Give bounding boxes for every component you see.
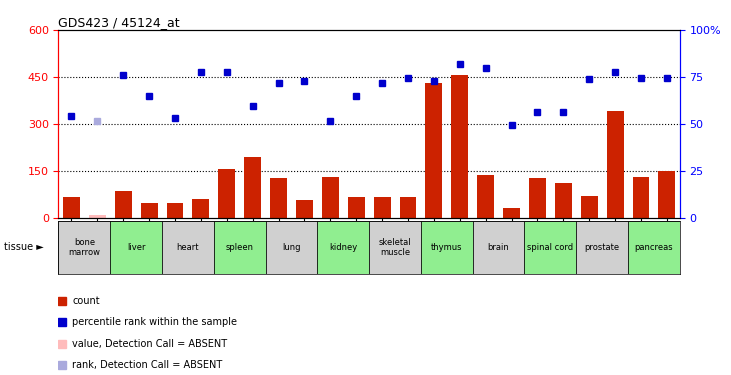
Bar: [400, 197, 417, 217]
Text: percentile rank within the sample: percentile rank within the sample: [72, 317, 237, 327]
Text: brain: brain: [488, 243, 510, 252]
Bar: [348, 197, 365, 217]
Bar: [162, 221, 213, 274]
Bar: [244, 157, 261, 218]
Bar: [628, 221, 680, 274]
Bar: [270, 178, 287, 218]
Text: GDS423 / 45124_at: GDS423 / 45124_at: [58, 16, 180, 29]
Bar: [451, 75, 468, 217]
Text: tissue ►: tissue ►: [4, 243, 43, 252]
Bar: [473, 221, 524, 274]
Bar: [89, 215, 106, 217]
Bar: [659, 171, 675, 217]
Bar: [524, 221, 576, 274]
Bar: [115, 191, 132, 217]
Text: skeletal
muscle: skeletal muscle: [379, 238, 412, 257]
Bar: [265, 221, 317, 274]
Bar: [58, 221, 110, 274]
Text: value, Detection Call = ABSENT: value, Detection Call = ABSENT: [72, 339, 227, 349]
Bar: [167, 203, 183, 217]
Text: thymus: thymus: [431, 243, 463, 252]
Bar: [369, 221, 421, 274]
Text: bone
marrow: bone marrow: [69, 238, 100, 257]
Bar: [110, 221, 162, 274]
Bar: [632, 177, 649, 218]
Bar: [213, 221, 265, 274]
Text: spinal cord: spinal cord: [527, 243, 573, 252]
Text: rank, Detection Call = ABSENT: rank, Detection Call = ABSENT: [72, 360, 222, 370]
Bar: [374, 197, 390, 217]
Bar: [296, 200, 313, 217]
Bar: [63, 197, 80, 217]
Bar: [140, 203, 157, 217]
Bar: [529, 178, 546, 218]
Bar: [425, 83, 442, 218]
Bar: [607, 111, 624, 218]
Bar: [477, 176, 494, 217]
Text: pancreas: pancreas: [635, 243, 673, 252]
Bar: [219, 169, 235, 217]
Bar: [576, 221, 628, 274]
Text: liver: liver: [127, 243, 145, 252]
Bar: [317, 221, 369, 274]
Bar: [421, 221, 473, 274]
Bar: [581, 196, 598, 217]
Text: heart: heart: [177, 243, 199, 252]
Text: spleen: spleen: [226, 243, 254, 252]
Text: prostate: prostate: [585, 243, 620, 252]
Bar: [192, 199, 209, 217]
Text: count: count: [72, 296, 99, 306]
Text: kidney: kidney: [329, 243, 357, 252]
Bar: [503, 208, 520, 218]
Bar: [322, 177, 338, 218]
Bar: [555, 183, 572, 218]
Text: lung: lung: [282, 243, 300, 252]
